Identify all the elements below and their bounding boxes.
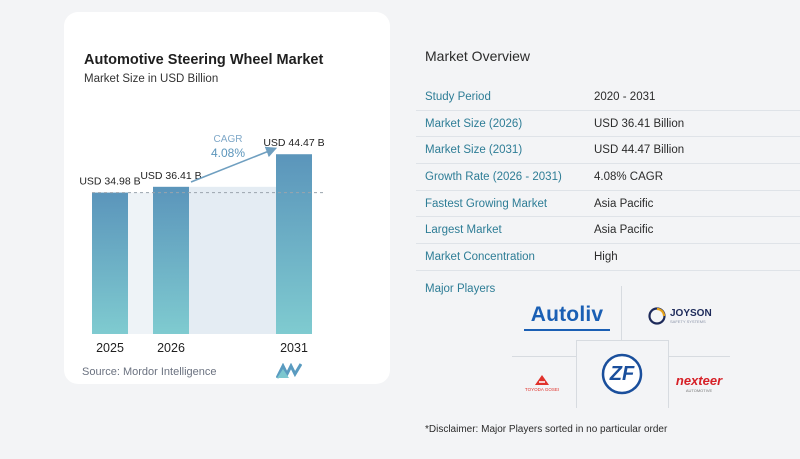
- players-divider: [621, 286, 622, 340]
- nexteer-sub: AUTOMOTIVE: [685, 387, 713, 393]
- row-value: USD 36.41 Billion: [594, 117, 685, 130]
- zf-logo: ZF: [600, 352, 644, 396]
- overview-title: Market Overview: [425, 48, 531, 64]
- players-divider: [576, 340, 668, 341]
- category-label: 2026: [157, 341, 185, 355]
- row-key: Study Period: [425, 90, 491, 103]
- joyson-logo: JOYSON SAFETY SYSTEMS: [648, 302, 744, 330]
- chart-title: Automotive Steering Wheel Market: [84, 52, 324, 68]
- table-row: Market Size (2026) USD 36.41 Billion: [416, 111, 800, 138]
- table-row: Market Concentration High: [416, 244, 800, 271]
- zf-wordmark: ZF: [609, 362, 635, 385]
- nexteer-wordmark: nexteer: [675, 372, 723, 388]
- cagr-value: 4.08%: [211, 146, 245, 160]
- overview-table: Study Period 2020 - 2031 Market Size (20…: [416, 84, 800, 271]
- source-text: Source: Mordor Intelligence: [82, 366, 217, 378]
- table-row: Fastest Growing Market Asia Pacific: [416, 191, 800, 218]
- autoliv-wordmark: Autoliv: [530, 303, 604, 326]
- zf-ring-icon: [601, 353, 643, 395]
- row-key: Growth Rate (2026 - 2031): [425, 170, 562, 183]
- chart-subtitle: Market Size in USD Billion: [84, 73, 219, 85]
- market-overview-panel: Market Overview Study Period 2020 - 2031…: [416, 0, 800, 459]
- joyson-sub: SAFETY SYSTEMS: [670, 318, 706, 324]
- nexteer-logo: nexteer AUTOMOTIVE: [668, 370, 730, 396]
- bar-2026: [153, 186, 189, 334]
- category-label: 2025: [96, 341, 124, 355]
- chart-card: Automotive Steering Wheel Market Market …: [64, 12, 390, 384]
- joyson-text: JOYSON SAFETY SYSTEMS: [670, 307, 712, 324]
- value-label: USD 44.47 B: [263, 137, 324, 149]
- joyson-wordmark: JOYSON: [670, 307, 712, 319]
- row-value: Asia Pacific: [594, 197, 654, 210]
- bar-chart: USD 34.98 B USD 36.41 B USD 44.47 B 2025 202…: [79, 134, 324, 355]
- autoliv-logo: Autoliv: [524, 301, 610, 331]
- toyoda-gosei-logo: TOYODA GOSEI: [516, 370, 568, 396]
- row-value: USD 44.47 Billion: [594, 144, 685, 157]
- mordor-logo-icon: [276, 363, 302, 379]
- players-divider: [668, 356, 730, 357]
- table-row: Largest Market Asia Pacific: [416, 217, 800, 245]
- joyson-mark-icon: [648, 307, 666, 325]
- table-row: Growth Rate (2026 - 2031) 4.08% CAGR: [416, 164, 800, 191]
- value-label: USD 34.98 B: [79, 176, 140, 188]
- table-row: Study Period 2020 - 2031: [416, 84, 800, 111]
- row-value: 4.08% CAGR: [594, 170, 664, 183]
- forecast-shade: [189, 186, 276, 334]
- row-key: Fastest Growing Market: [425, 197, 548, 210]
- table-row: Market Size (2031) USD 44.47 Billion: [416, 137, 800, 165]
- disclaimer-text: *Disclaimer: Major Players sorted in no …: [425, 424, 668, 435]
- bar-2025: [92, 192, 128, 334]
- value-label: USD 36.41 B: [140, 170, 201, 182]
- gap-shade: [128, 192, 153, 334]
- major-players-title: Major Players: [425, 283, 496, 295]
- cagr-label: CAGR: [214, 134, 243, 145]
- players-divider: [668, 340, 669, 408]
- row-value: 2020 - 2031: [594, 90, 656, 103]
- players-divider: [512, 356, 576, 357]
- row-key: Largest Market: [425, 224, 502, 237]
- players-divider: [576, 340, 577, 408]
- row-value: Asia Pacific: [594, 224, 654, 237]
- bar-2031: [276, 154, 312, 334]
- row-value: High: [594, 250, 618, 263]
- row-key: Market Size (2026): [425, 117, 523, 130]
- row-key: Market Size (2031): [425, 144, 523, 157]
- category-label: 2031: [280, 341, 308, 355]
- toyoda-wordmark: TOYODA GOSEI: [524, 387, 560, 392]
- row-key: Market Concentration: [425, 250, 535, 263]
- cagr-arrow: [190, 146, 278, 183]
- toyoda-mark-icon: [535, 375, 549, 385]
